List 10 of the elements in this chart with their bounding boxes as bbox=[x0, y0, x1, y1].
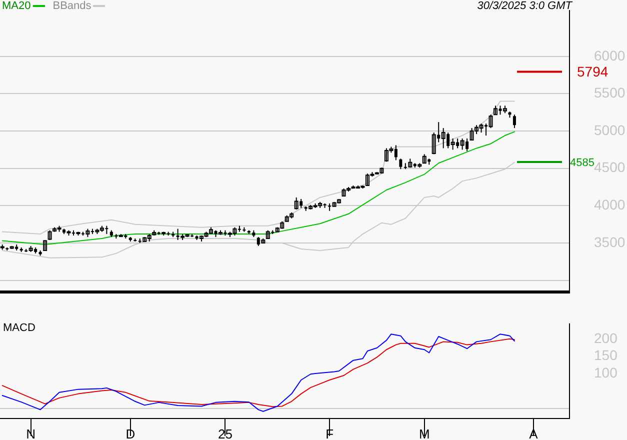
ref-line-label: 4585 bbox=[570, 157, 594, 170]
legend-label: BBands bbox=[52, 0, 92, 12]
x-tick-label: M bbox=[418, 426, 430, 440]
annotation: 30/3/2025 3:0 GMT bbox=[477, 0, 572, 12]
x-tick-label: 25 bbox=[218, 426, 232, 440]
chart-title: MACD bbox=[3, 322, 36, 334]
ref-line-label: 5794 bbox=[577, 64, 608, 80]
legend-label: MA20 bbox=[2, 0, 31, 12]
candlestick bbox=[432, 132, 436, 154]
x-tick-label: D bbox=[126, 426, 136, 440]
